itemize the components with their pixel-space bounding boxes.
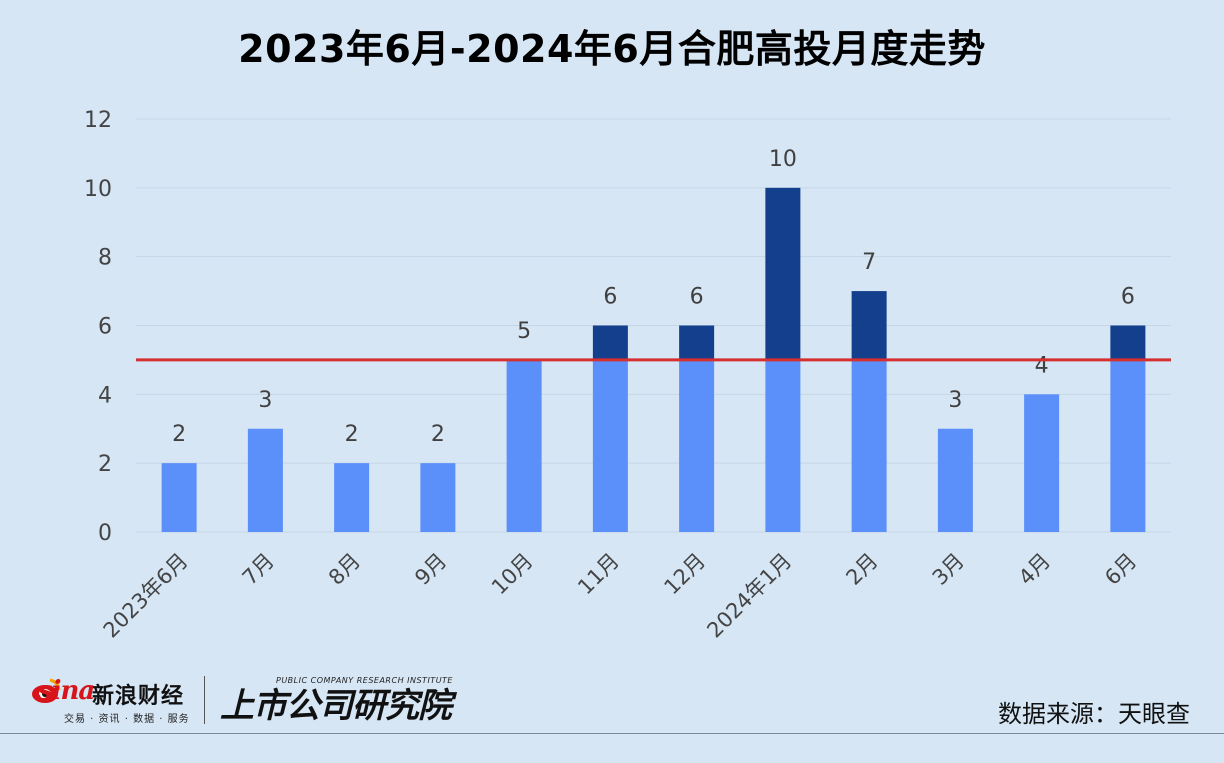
data-label: 2 [431,422,445,447]
bar-above-reference [679,325,715,360]
chart-title: 2023年6月-2024年6月合肥高投月度走势 [238,27,986,71]
bar [247,428,283,532]
bar-above-reference [1110,325,1146,360]
data-label: 10 [769,147,797,172]
gridlines [136,118,1171,533]
footer-logos: sina 新浪财经 交易 · 资讯 · 数据 · 服务 PUBLIC COMPA… [28,672,458,728]
bar-above-reference [765,187,801,360]
data-label: 2 [345,422,359,447]
sina-logo-text: sina [38,676,95,706]
sina-tagline: 交易 · 资讯 · 数据 · 服务 [64,714,190,725]
bottom-rule [0,733,1224,734]
y-tick-label: 12 [84,108,112,133]
y-tick-label: 8 [98,246,112,271]
data-label: 2 [172,422,186,447]
x-tick-label: 6月 [1100,549,1141,590]
data-label: 5 [517,319,531,344]
y-tick-label: 2 [98,452,112,477]
x-tick-label: 8月 [324,549,365,590]
bar [420,463,456,532]
bar-above-reference [851,291,887,360]
x-tick-label: 7月 [238,549,279,590]
x-tick-label: 2023年6月 [99,549,193,643]
x-tick-label: 10月 [487,549,538,600]
bar [334,463,370,532]
bar [937,428,973,532]
bar [506,359,542,532]
data-label: 6 [690,285,704,310]
data-source-note: 数据来源：天眼查 [998,700,1190,728]
x-tick-label: 11月 [573,549,624,600]
x-tick-label: 2月 [841,549,882,590]
bar-above-reference [592,325,628,360]
institute-name: 上市公司研究院 [220,686,452,726]
y-tick-label: 0 [98,521,112,546]
sina-brand-name: 新浪财经 [92,684,185,709]
data-label: 3 [948,388,962,413]
bars [161,187,1146,532]
data-label: 6 [603,285,617,310]
x-tick-label: 3月 [928,549,969,590]
bar [1110,359,1146,532]
x-tick-label: 2024年1月 [702,549,796,643]
institute-english-name: PUBLIC COMPANY RESEARCH INSTITUTE [276,676,453,685]
data-label: 4 [1035,353,1049,378]
bar [851,359,887,532]
footer-divider [204,676,205,724]
y-tick-label: 10 [84,177,112,202]
x-tick-label: 12月 [659,549,710,600]
data-label: 6 [1121,285,1135,310]
x-tick-label: 9月 [410,549,451,590]
y-tick-label: 4 [98,383,112,408]
data-labels: 2 3 2 2 5 6 6 10 7 3 4 6 [172,147,1135,447]
bar-chart: 0 2 4 6 8 10 12 2 3 2 2 5 6 6 10 7 3 4 6 2023年6月 7月 8月 9月 10月… [84,108,1171,643]
bar [161,463,197,532]
y-tick-label: 6 [98,315,112,340]
x-tick-label: 4月 [1014,549,1055,590]
bar [765,359,801,532]
bar [592,359,628,532]
data-label: 7 [862,250,876,275]
y-axis-ticks: 0 2 4 6 8 10 12 [84,108,112,546]
sina-eye-icon [32,678,61,703]
bar [1024,394,1060,532]
bar [679,359,715,532]
data-label: 3 [258,388,272,413]
